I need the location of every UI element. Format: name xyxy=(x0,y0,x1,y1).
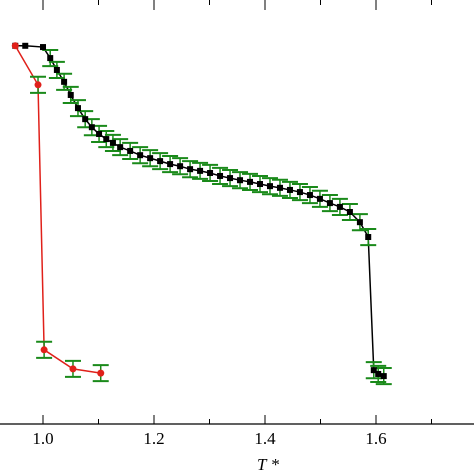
point xyxy=(365,234,372,241)
point xyxy=(336,203,343,210)
x-tick-label: 1.0 xyxy=(32,429,53,448)
x-tick-label: 1.2 xyxy=(143,429,164,448)
point xyxy=(266,183,273,190)
point xyxy=(117,144,124,151)
point xyxy=(53,66,60,73)
point xyxy=(61,78,68,85)
point xyxy=(375,370,382,377)
point xyxy=(127,147,134,154)
point xyxy=(74,105,81,112)
x-axis-label: T * xyxy=(257,455,279,474)
series-line xyxy=(14,45,101,374)
point xyxy=(187,166,194,173)
point xyxy=(67,91,74,98)
x-tick-label: 1.6 xyxy=(365,429,386,448)
point xyxy=(286,186,293,193)
point xyxy=(197,167,204,174)
point xyxy=(380,373,387,380)
point xyxy=(356,219,363,226)
point xyxy=(167,161,174,168)
point xyxy=(97,369,105,377)
point xyxy=(137,152,144,159)
x-tick-label: 1.4 xyxy=(254,429,276,448)
point xyxy=(103,136,110,143)
point xyxy=(177,163,184,170)
point xyxy=(40,346,48,354)
point xyxy=(82,116,89,123)
point xyxy=(247,178,254,185)
point xyxy=(147,155,154,162)
point xyxy=(22,42,29,49)
point xyxy=(88,124,95,131)
point xyxy=(346,209,353,215)
point xyxy=(217,172,224,179)
point xyxy=(157,158,164,165)
point xyxy=(227,175,234,182)
point xyxy=(69,365,77,373)
point xyxy=(40,44,47,51)
point xyxy=(370,367,377,374)
point xyxy=(257,181,264,188)
point xyxy=(47,55,54,62)
point xyxy=(296,189,303,196)
point xyxy=(34,81,42,89)
point xyxy=(109,139,116,146)
point xyxy=(237,177,244,184)
point xyxy=(11,42,19,50)
point xyxy=(96,130,103,137)
point xyxy=(276,184,283,191)
point xyxy=(207,169,214,176)
point xyxy=(306,192,313,199)
point xyxy=(316,195,323,202)
point xyxy=(326,200,333,207)
